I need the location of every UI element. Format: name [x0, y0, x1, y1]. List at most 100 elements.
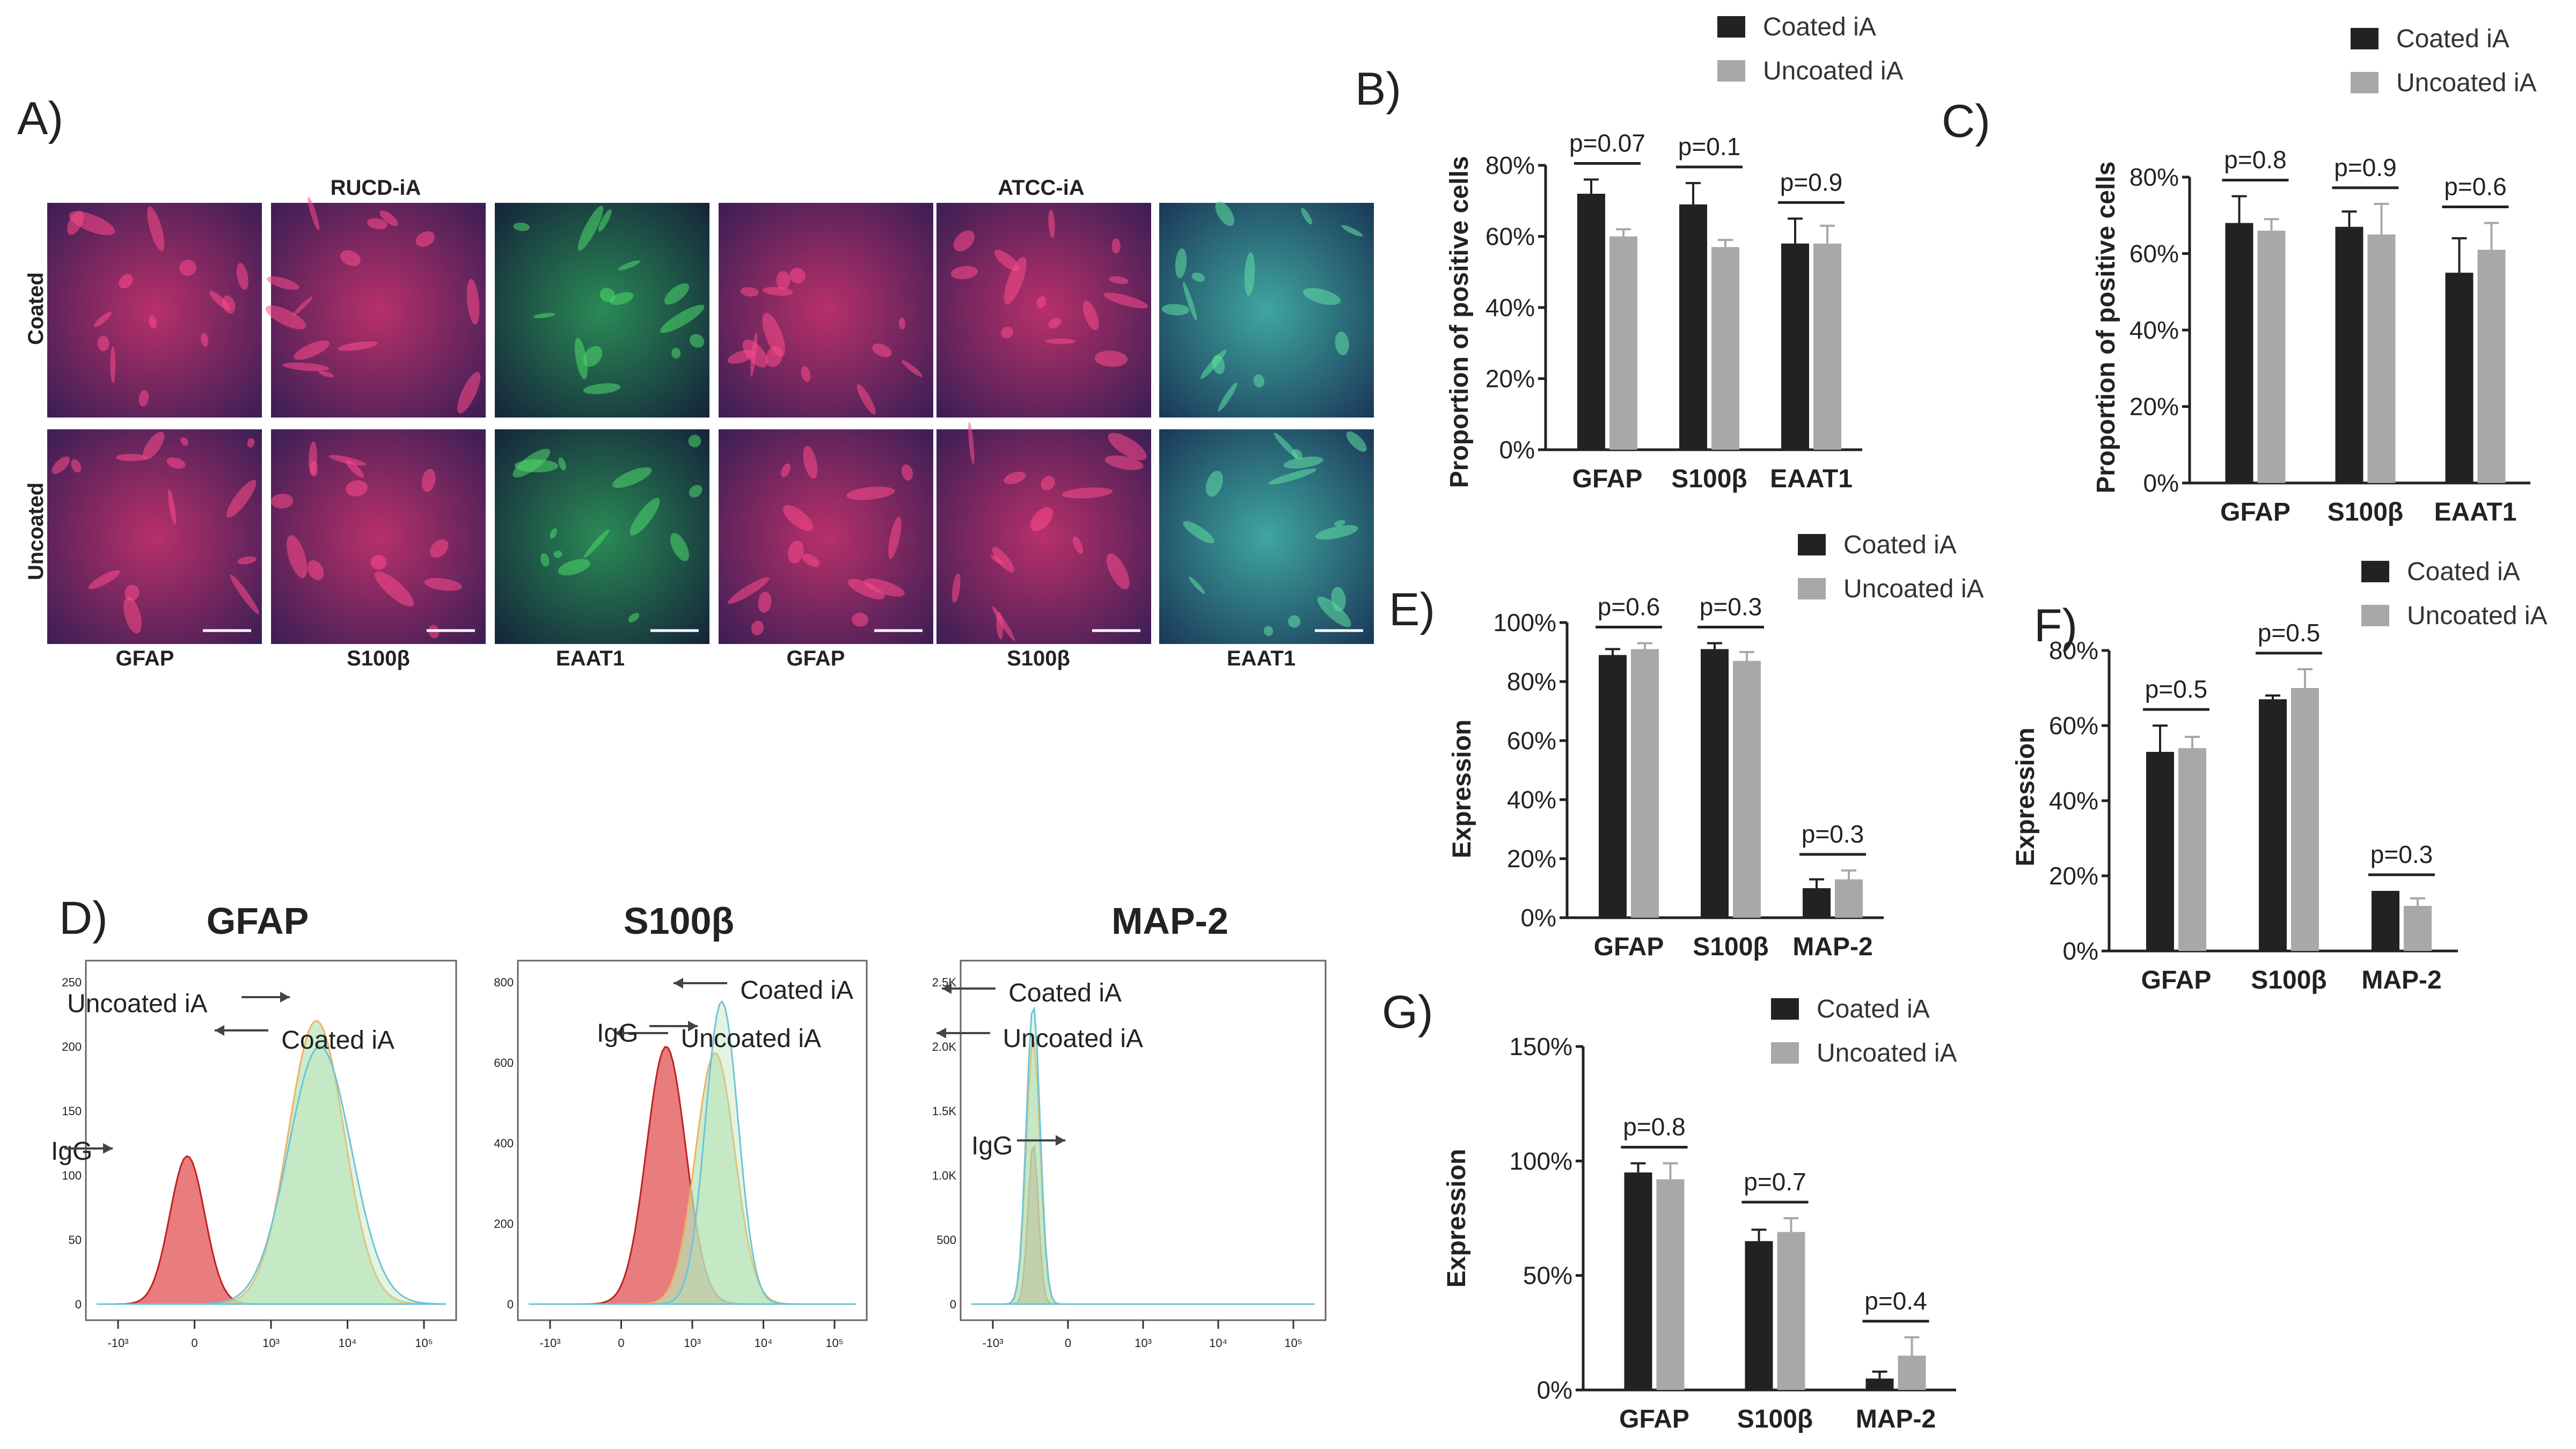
y-axis-title: Expression: [1443, 1149, 1471, 1288]
flow-y-tick: 0: [950, 1298, 956, 1311]
bar-chart-e: E) 0% 20% 40% 60% 80% 100% Expression GFAP p=0.6 S…: [1389, 584, 1884, 961]
y-tick-label: 20%: [2049, 862, 2098, 890]
bar-coated: [1599, 655, 1627, 918]
bar-uncoated: [1656, 1179, 1685, 1390]
flow-x-tick: 10³: [684, 1336, 701, 1350]
legend-label-uncoated: Uncoated iA: [1843, 575, 1984, 603]
y-axis-title: Expression: [2011, 728, 2040, 867]
bar-coated: [1701, 649, 1729, 918]
group-label-rucd: RUCD-iA: [331, 176, 421, 200]
p-value-label: p=0.8: [1623, 1113, 1685, 1141]
y-axis-title: Proportion of positive cells: [1445, 156, 1474, 488]
flow-x-tick: 10⁵: [825, 1336, 844, 1350]
category-label: S100β: [1693, 933, 1768, 961]
p-value-label: p=0.4: [1864, 1287, 1927, 1315]
bar-uncoated: [1631, 649, 1659, 918]
flow-annotation-coated: Coated iA: [1008, 979, 1122, 1007]
micrograph-tile: [936, 421, 1151, 644]
legend-swatch-uncoated: [1798, 578, 1826, 599]
p-value-label: p=0.1: [1678, 133, 1740, 160]
flow-x-tick: 10³: [262, 1336, 280, 1350]
row-label-uncoated: Uncoated: [24, 482, 48, 580]
category-label: GFAP: [2141, 966, 2212, 994]
flow-arrow-head: [614, 1028, 624, 1038]
flow-title: MAP-2: [1111, 900, 1228, 942]
y-tick-label: 0%: [1499, 436, 1535, 464]
bar-uncoated: [2404, 906, 2432, 951]
flow-y-tick: 200: [494, 1217, 514, 1231]
micrograph-tile: [47, 203, 262, 418]
flow-title: S100β: [624, 900, 734, 942]
bar-uncoated: [1711, 247, 1739, 450]
y-tick-label: 60%: [2049, 712, 2098, 740]
flow-annotation-coated: Coated iA: [281, 1026, 394, 1055]
bar-chart-c: C) 0% 20% 40% 60% 80% Proportion of positive c…: [1942, 96, 2530, 526]
micrograph-tile: [271, 429, 486, 644]
legend: Coated iA Uncoated iA: [2351, 25, 2537, 97]
bar-coated: [1679, 204, 1707, 450]
bar-uncoated: [1898, 1356, 1926, 1390]
category-label: S100β: [2251, 966, 2326, 994]
flow-x-tick: 10⁵: [415, 1336, 433, 1350]
coated-curve: [97, 1045, 447, 1305]
flow-arrow-head: [936, 1028, 946, 1038]
bar-uncoated: [2291, 688, 2319, 951]
coated-curve: [529, 1000, 856, 1305]
category-label: MAP-2: [2361, 966, 2441, 994]
legend-label-uncoated: Uncoated iA: [2396, 69, 2537, 97]
flow-x-tick: 10⁵: [1284, 1336, 1302, 1350]
bar-uncoated: [2477, 250, 2506, 483]
legend-label-coated: Coated iA: [1763, 13, 1876, 41]
y-tick-label: 40%: [2049, 787, 2098, 815]
y-tick-label: 80%: [1485, 151, 1535, 179]
bar-uncoated: [1777, 1232, 1805, 1390]
category-label: S100β: [2328, 498, 2403, 526]
flow-x-tick: 10⁴: [339, 1336, 357, 1350]
category-label: EAAT1: [2434, 498, 2517, 526]
p-value-label: p=0.5: [2145, 675, 2207, 703]
row-label-coated: Coated: [24, 272, 48, 345]
micrograph-tile: [1159, 429, 1374, 644]
bar-coated: [1624, 1172, 1652, 1390]
bar-coated: [1803, 888, 1831, 918]
y-tick-label: 60%: [1507, 727, 1556, 755]
flow-x-tick: -10³: [982, 1336, 1003, 1350]
marker-label: S100β: [1007, 647, 1070, 670]
bar-coated: [1865, 1378, 1894, 1390]
panel-letter: C): [1942, 96, 1990, 147]
flow-y-tick: 0: [75, 1298, 82, 1311]
bar-coated: [2146, 752, 2174, 951]
micrograph-tile: [47, 429, 262, 644]
y-tick-label: 100%: [1493, 609, 1556, 636]
bar-coated: [2335, 226, 2363, 483]
bar-coated: [1745, 1241, 1773, 1390]
y-tick-label: 20%: [1485, 365, 1535, 393]
y-tick-label: 20%: [2129, 393, 2179, 421]
flow-y-tick: 1.0K: [932, 1169, 957, 1182]
flow-arrow-head: [688, 1021, 698, 1031]
micrograph-tile: [719, 203, 933, 418]
p-value-label: p=0.6: [1598, 593, 1660, 621]
y-tick-label: 80%: [2049, 636, 2098, 664]
p-value-label: p=0.3: [2370, 840, 2433, 868]
marker-label: GFAP: [787, 647, 845, 670]
flow-x-tick: 0: [1065, 1336, 1071, 1350]
y-tick-label: 0%: [2143, 469, 2179, 497]
flow-arrow-head: [103, 1143, 113, 1154]
micrograph-tile: [266, 196, 486, 418]
legend: Coated iA Uncoated iA: [1798, 531, 1984, 603]
category-label: MAP-2: [1792, 933, 1872, 961]
legend-swatch-uncoated: [1717, 60, 1745, 82]
bar-chart-g: G) 0% 50% 100% 150% Expression GFAP p=0.8 S100β p…: [1382, 986, 1956, 1433]
y-tick-label: 50%: [1523, 1262, 1572, 1290]
bar-coated: [2372, 891, 2399, 951]
marker-labels: GFAP S100β EAAT1 GFAP S100β EAAT1: [116, 647, 1296, 670]
flow-histogram-1: GFAP 250 200 150 100 50 0 -10³ 0 10³ 10⁴ 10⁵ Uncoate…: [51, 900, 457, 1350]
micrograph-grid: [47, 196, 1374, 644]
legend-swatch-uncoated: [1771, 1042, 1799, 1064]
panel-letter: F): [2034, 600, 2077, 652]
bar-coated: [2445, 273, 2473, 483]
coated-curve: [971, 1006, 1315, 1305]
